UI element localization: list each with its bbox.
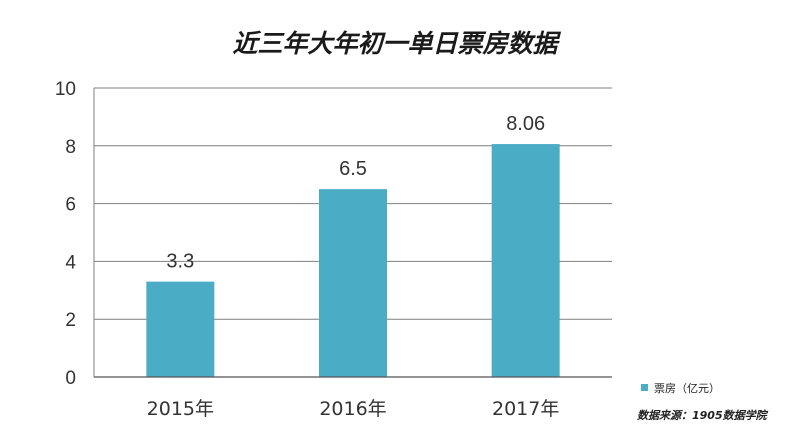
bar-3	[491, 144, 560, 377]
x-axis-ticks: 2015年 2016年 2017年	[147, 398, 560, 420]
bars	[146, 144, 560, 377]
y-tick-label: 8	[65, 137, 76, 158]
y-tick-label: 2	[65, 310, 76, 331]
y-tick-label: 6	[65, 195, 76, 216]
legend: 票房（亿元）	[641, 382, 720, 395]
y-tick-label: 10	[55, 79, 76, 100]
x-tick-label: 2015年	[147, 398, 214, 420]
y-tick-label: 0	[65, 368, 76, 389]
chart-title: 近三年大年初一单日票房数据	[232, 29, 561, 58]
source-note: 数据来源：1905数据学院	[637, 409, 769, 422]
data-label: 8.06	[506, 113, 545, 135]
y-axis-ticks: 0 2 4 6 8 10	[55, 79, 77, 389]
data-label: 3.3	[166, 251, 194, 273]
data-label: 6.5	[339, 158, 367, 180]
x-tick-label: 2017年	[492, 398, 559, 420]
legend-swatch	[641, 384, 648, 391]
y-tick-label: 4	[65, 252, 76, 273]
data-labels: 3.3 6.5 8.06	[166, 113, 545, 273]
legend-label: 票房（亿元）	[654, 382, 720, 395]
x-tick-label: 2016年	[319, 398, 386, 420]
bar-1	[146, 281, 215, 377]
bar-2	[319, 189, 387, 377]
